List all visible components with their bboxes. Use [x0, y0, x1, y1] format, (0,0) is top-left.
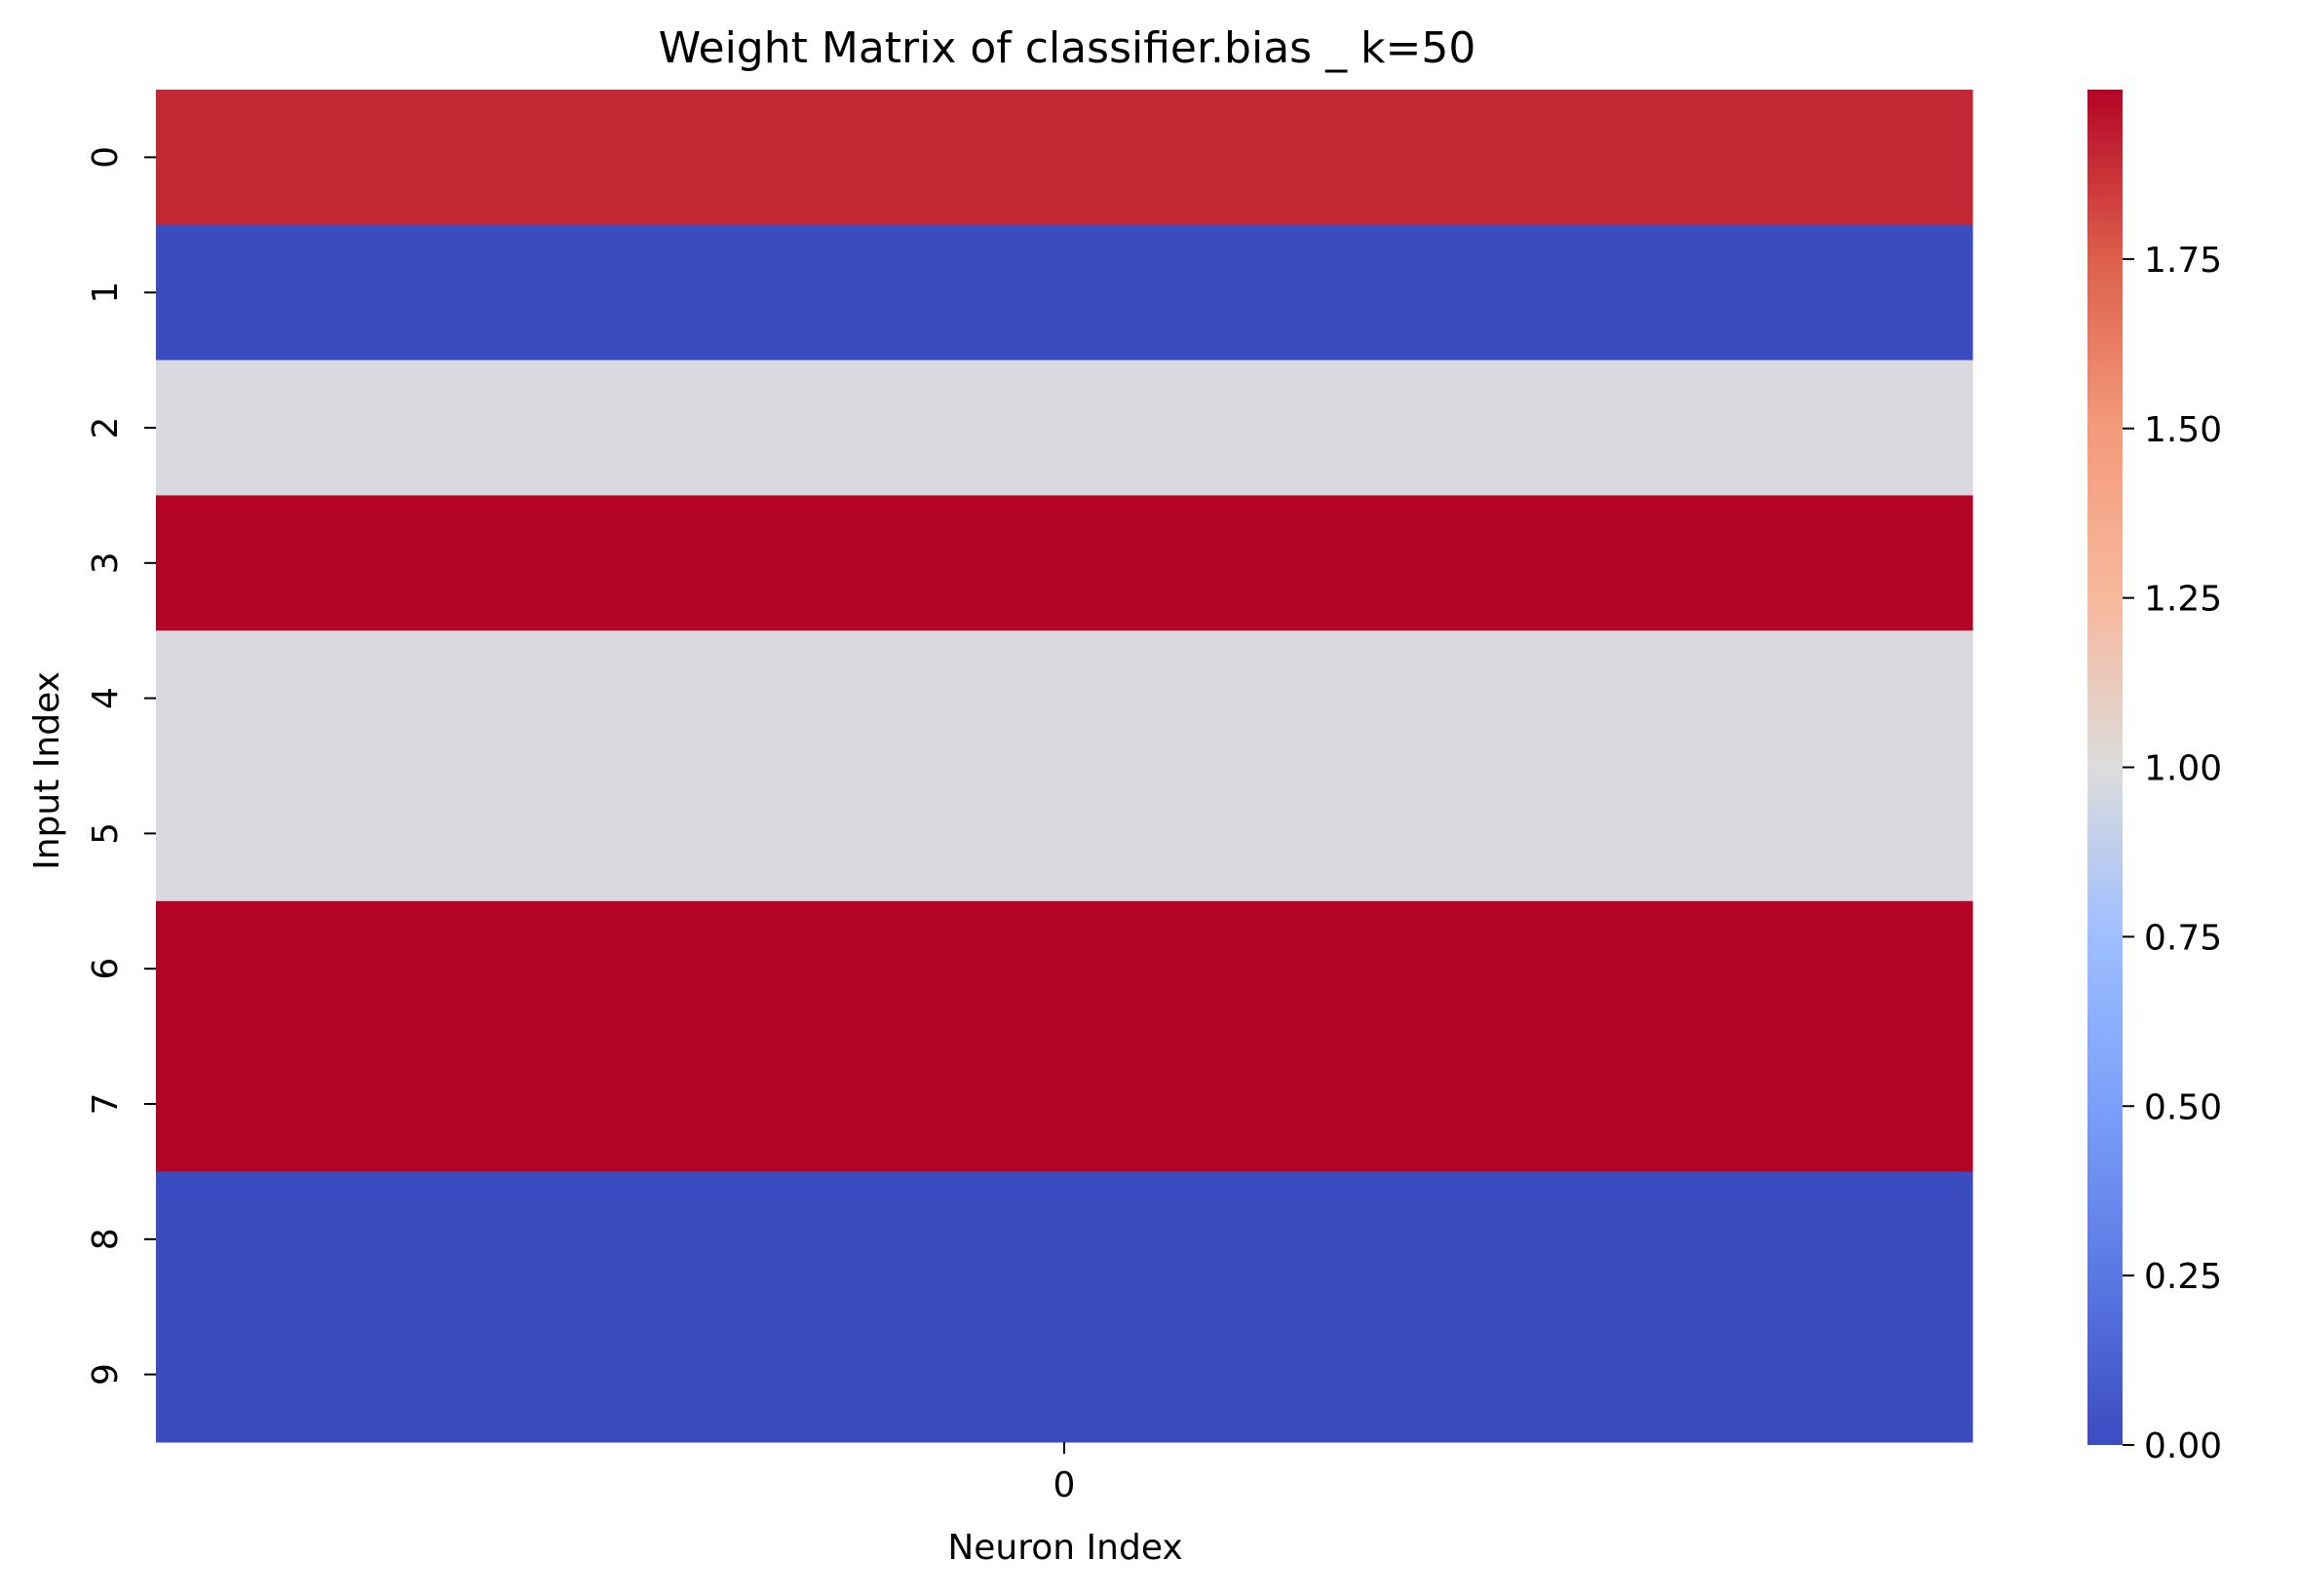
y-tick-label: 2 — [86, 417, 126, 439]
heatmap-cell — [156, 630, 1973, 767]
colorbar-tick-label: 1.50 — [2144, 410, 2222, 450]
colorbar-tick-label: 1.00 — [2144, 749, 2222, 789]
heatmap-cell — [156, 90, 1973, 226]
y-tick-label: 6 — [86, 958, 126, 980]
colorbar — [2087, 90, 2123, 1445]
y-tick-label: 7 — [86, 1093, 126, 1116]
x-axis-ticks: 0 — [1053, 1442, 1076, 1505]
colorbar-ticks: 0.00 0.25 0.50 0.75 1.00 1.25 1.50 1.75 — [2123, 241, 2222, 1466]
y-axis-ticks: 0 1 2 3 4 5 6 7 8 9 — [86, 146, 156, 1386]
heatmap-cells — [156, 90, 1973, 1443]
chart-title: Weight Matrix of classifier.bias _ k=50 — [659, 23, 1476, 73]
heatmap-cell — [156, 360, 1973, 496]
x-axis-label: Neuron Index — [947, 1528, 1182, 1568]
y-tick-label: 3 — [86, 551, 126, 574]
heatmap-cell — [156, 224, 1973, 361]
y-tick-label: 1 — [86, 282, 126, 304]
y-tick-label: 9 — [86, 1363, 126, 1386]
heatmap-cell — [156, 495, 1973, 631]
colorbar-tick-label: 0.25 — [2144, 1257, 2222, 1297]
heatmap-cell — [156, 1171, 1973, 1308]
y-tick-label: 4 — [86, 687, 126, 709]
heatmap-cell — [156, 900, 1973, 1038]
colorbar-tick-label: 0.75 — [2144, 918, 2222, 958]
y-tick-label: 5 — [86, 822, 126, 845]
colorbar-tick-label: 1.25 — [2144, 580, 2222, 620]
heatmap-cell — [156, 766, 1973, 902]
colorbar-tick-label: 0.00 — [2144, 1426, 2222, 1466]
heatmap-cell — [156, 1307, 1973, 1443]
x-tick-label: 0 — [1053, 1465, 1076, 1505]
heatmap-cell — [156, 1036, 1973, 1172]
colorbar-tick-label: 1.75 — [2144, 241, 2222, 281]
y-tick-label: 0 — [86, 146, 126, 169]
y-tick-label: 8 — [86, 1228, 126, 1250]
colorbar-tick-label: 0.50 — [2144, 1087, 2222, 1127]
y-axis-label: Input Index — [27, 671, 67, 870]
